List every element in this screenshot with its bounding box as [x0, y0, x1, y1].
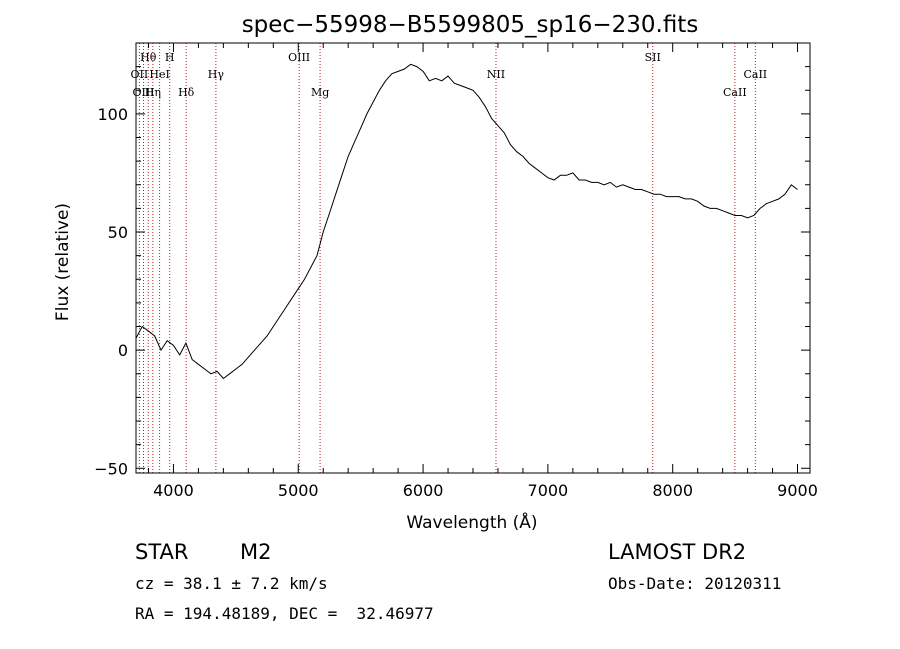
line-label: Hθ	[140, 51, 157, 64]
y-tick-label: −50	[94, 459, 128, 478]
line-label: OII	[131, 68, 149, 81]
line-label: CaII	[723, 86, 747, 99]
x-tick-label: 4000	[153, 481, 194, 500]
line-markers	[138, 43, 756, 473]
object-subclass: M2	[240, 540, 272, 564]
y-tick-label: 0	[118, 341, 128, 360]
chart-title: spec−55998−B5599805_sp16−230.fits	[242, 12, 699, 38]
line-label: SII	[645, 51, 661, 64]
line-label: Mg	[311, 86, 329, 99]
spectrum-line	[135, 63, 798, 380]
line-label: H	[165, 51, 175, 64]
y-tick-label: 100	[97, 105, 128, 124]
object-class: STAR	[135, 540, 189, 564]
x-tick-label: 8000	[652, 481, 693, 500]
line-label: Hγ	[208, 68, 225, 81]
y-tick-label: 50	[108, 223, 128, 242]
line-label: CaII	[743, 68, 767, 81]
y-axis-ticks: −50 0 50 100	[94, 66, 810, 478]
line-label: Hη	[145, 86, 161, 99]
obs-date: Obs-Date: 20120311	[608, 574, 782, 593]
line-label: OIII	[288, 51, 310, 64]
x-tick-label: 5000	[278, 481, 319, 500]
line-label: NII	[487, 68, 505, 81]
redshift-cz: cz = 38.1 ± 7.2 km/s	[135, 574, 328, 593]
x-axis-ticks: 4000 5000 6000 7000 8000 9000	[147, 43, 818, 500]
line-label: OIII	[132, 86, 154, 99]
line-label: Hδ	[178, 86, 195, 99]
y-axis-label: Flux (relative)	[53, 203, 73, 321]
line-label: HeI	[149, 68, 169, 81]
x-tick-label: 6000	[403, 481, 444, 500]
plot-frame	[135, 42, 811, 474]
x-tick-label: 7000	[528, 481, 569, 500]
x-tick-label: 9000	[777, 481, 818, 500]
x-axis-label: Wavelength (Å)	[406, 511, 537, 533]
survey-name: LAMOST DR2	[608, 540, 747, 564]
coordinates: RA = 194.48189, DEC = 32.46977	[135, 604, 434, 623]
